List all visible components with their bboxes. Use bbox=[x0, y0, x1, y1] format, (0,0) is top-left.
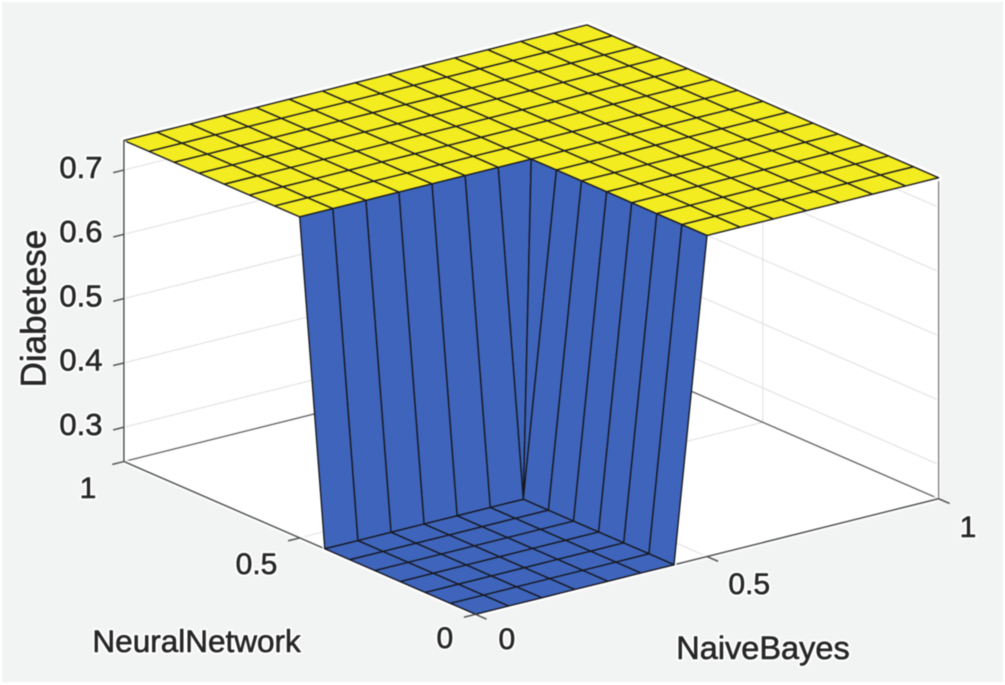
svg-text:1: 1 bbox=[960, 511, 977, 544]
svg-text:1: 1 bbox=[960, 511, 977, 544]
svg-text:0.5: 0.5 bbox=[728, 568, 770, 601]
svg-text:0.6: 0.6 bbox=[59, 214, 102, 249]
svg-text:1: 1 bbox=[80, 472, 97, 505]
svg-text:0: 0 bbox=[498, 623, 515, 656]
svg-text:0: 0 bbox=[436, 622, 453, 655]
svg-text:0.7: 0.7 bbox=[59, 150, 102, 185]
svg-text:0.4: 0.4 bbox=[59, 343, 102, 378]
svg-text:0.3: 0.3 bbox=[59, 407, 102, 442]
svg-text:0.5: 0.5 bbox=[59, 278, 102, 313]
svg-text:0.5: 0.5 bbox=[59, 278, 102, 313]
svg-text:1: 1 bbox=[80, 472, 97, 505]
svg-text:0.4: 0.4 bbox=[59, 343, 102, 378]
svg-text:0.5: 0.5 bbox=[236, 548, 278, 581]
svg-text:0: 0 bbox=[436, 622, 453, 655]
svg-text:0.5: 0.5 bbox=[728, 568, 770, 601]
svg-text:NaiveBayes: NaiveBayes bbox=[676, 630, 849, 666]
svg-text:Diabetese: Diabetese bbox=[15, 230, 54, 388]
svg-text:NaiveBayes: NaiveBayes bbox=[676, 630, 849, 666]
svg-text:0: 0 bbox=[498, 623, 515, 656]
svg-text:0.6: 0.6 bbox=[59, 214, 102, 249]
svg-text:NeuralNetwork: NeuralNetwork bbox=[92, 623, 301, 659]
svg-text:0.3: 0.3 bbox=[59, 407, 102, 442]
svg-text:0.5: 0.5 bbox=[236, 548, 278, 581]
svg-text:Diabetese: Diabetese bbox=[15, 230, 54, 388]
svg-text:0.7: 0.7 bbox=[59, 150, 102, 185]
svg-text:NeuralNetwork: NeuralNetwork bbox=[92, 623, 301, 659]
